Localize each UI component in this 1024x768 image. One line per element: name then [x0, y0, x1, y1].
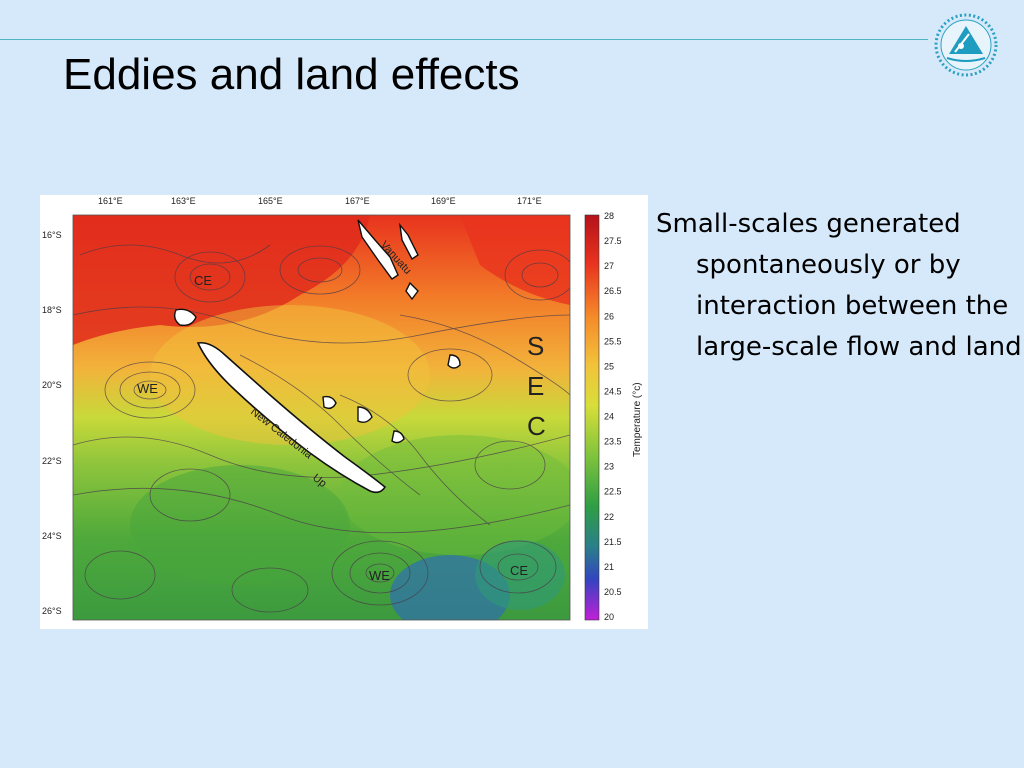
lat-label: 20°S: [42, 380, 62, 390]
we-west-label: WE: [137, 381, 158, 396]
slide-title: Eddies and land effects: [63, 50, 520, 99]
lon-label: 161°E: [98, 196, 123, 206]
colorbar-tick-label: 27.5: [604, 236, 622, 246]
colorbar-tick-label: 24.5: [604, 386, 622, 396]
lat-label: 26°S: [42, 606, 62, 616]
colorbar: [584, 214, 600, 621]
lat-label: 24°S: [42, 531, 62, 541]
colorbar-tick-label: 22: [604, 512, 614, 522]
colorbar-tick-label: 21: [604, 562, 614, 572]
lon-label: 171°E: [517, 196, 542, 206]
colorbar-tick-label: 20: [604, 612, 614, 622]
colorbar-tick-label: 23.5: [604, 437, 622, 447]
sec-label-e: E: [527, 371, 544, 401]
colorbar-tick-label: 21.5: [604, 537, 622, 547]
lat-label: 16°S: [42, 230, 62, 240]
lat-label: 22°S: [42, 456, 62, 466]
we-south-label: WE: [369, 568, 390, 583]
sec-label-s: S: [527, 331, 544, 361]
colorbar-tick-label: 27: [604, 261, 614, 271]
ce-north-label: CE: [194, 273, 212, 288]
colorbar-tick-label: 22.5: [604, 487, 622, 497]
logo-icon: [934, 13, 998, 77]
colorbar-tick-label: 26: [604, 311, 614, 321]
header-rule: [0, 39, 928, 40]
colorbar-label: Temperature (°c): [632, 382, 643, 457]
colorbar-tick-label: 23: [604, 462, 614, 472]
sst-map-figure: 161°E 163°E 165°E 167°E 169°E 171°E 16°S…: [40, 195, 648, 629]
lon-label: 163°E: [171, 196, 196, 206]
colorbar-tick-label: 20.5: [604, 587, 622, 597]
lat-label: 18°S: [42, 305, 62, 315]
colorbar-tick-label: 25.5: [604, 336, 622, 346]
sst-map-svg: 161°E 163°E 165°E 167°E 169°E 171°E 16°S…: [42, 196, 643, 622]
lon-label: 165°E: [258, 196, 283, 206]
colorbar-tick-label: 26.5: [604, 286, 622, 296]
sec-label-c: C: [527, 411, 546, 441]
colorbar-tick-label: 24: [604, 412, 614, 422]
ce-south-label: CE: [510, 563, 528, 578]
lon-label: 169°E: [431, 196, 456, 206]
bullet-text: Small-scales generated spontaneously or …: [656, 209, 1022, 362]
lon-label: 167°E: [345, 196, 370, 206]
colorbar-tick-label: 28: [604, 211, 614, 221]
colorbar-tick-label: 25: [604, 361, 614, 371]
